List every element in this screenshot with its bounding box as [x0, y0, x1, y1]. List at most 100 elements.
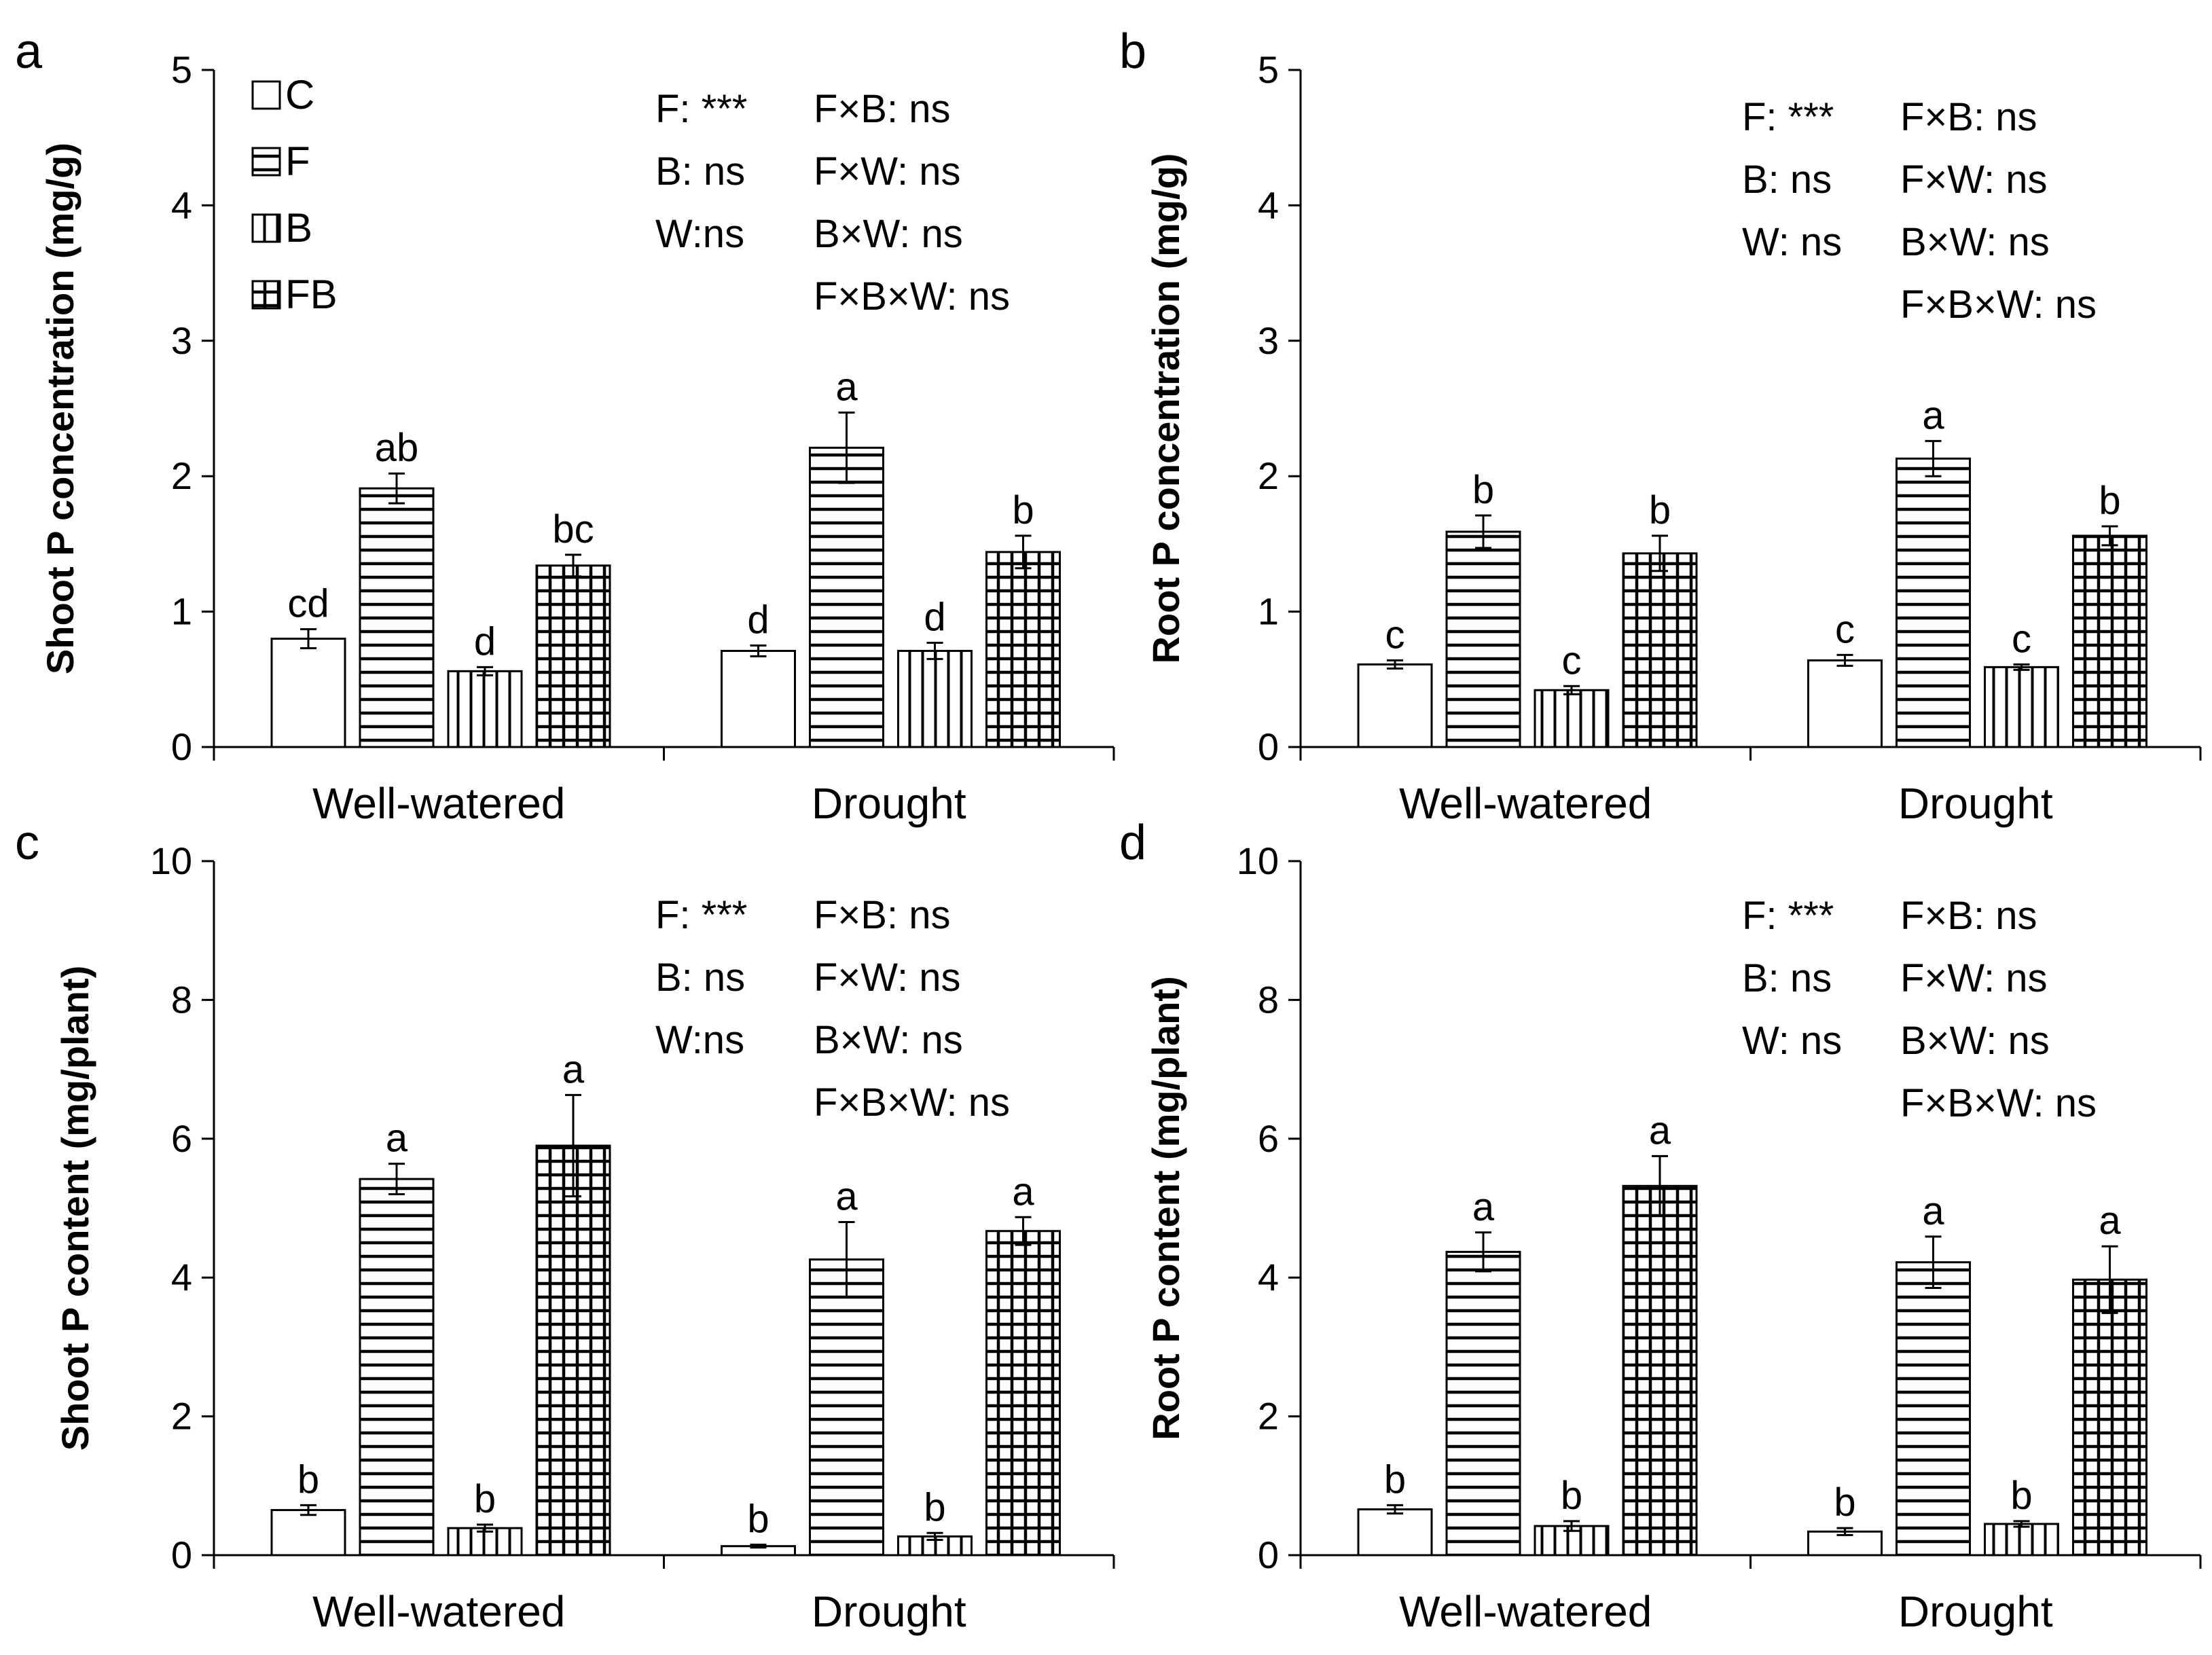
stat-interaction: F×W: ns [814, 956, 960, 1000]
x-category-label: Well-watered [312, 779, 565, 828]
x-category-label: Drought [812, 779, 966, 828]
stat-interaction: F×W: ns [1900, 158, 2047, 202]
bar-b [1984, 1523, 2059, 1557]
x-category-label: Drought [1898, 779, 2053, 828]
x-category-label: Well-watered [1399, 1587, 1652, 1636]
y-tick-label: 5 [1258, 48, 1279, 91]
panel-d: d 0 2 4 6 8 10 Root P content (mg/plant) Well-wa… [1119, 816, 2202, 1636]
bar-fb [1622, 1184, 1698, 1557]
y-tick-label: 0 [1258, 725, 1279, 768]
y-tick-label: 6 [1258, 1117, 1279, 1160]
significance-letter: b [474, 1477, 496, 1521]
bar-c [270, 637, 346, 748]
significance-letter: a [386, 1116, 408, 1161]
stat-interaction: F×B: ns [1900, 95, 2037, 139]
stat-main-effect: F: *** [655, 893, 747, 937]
bar-fb [535, 564, 611, 748]
y-tick-label: 4 [171, 1256, 192, 1298]
y-tick-label: 4 [1258, 1256, 1279, 1298]
y-tick-label: 5 [171, 48, 192, 91]
significance-letter: b [2010, 1474, 2032, 1518]
stat-main-effect: W:ns [655, 212, 744, 256]
significance-letter: a [835, 365, 858, 409]
significance-letter: b [747, 1497, 769, 1542]
bar-f [1896, 1261, 1971, 1557]
panel-letter: d [1119, 816, 1146, 870]
y-tick-label: 0 [171, 1533, 192, 1576]
bar-c [270, 1509, 346, 1557]
y-tick-label: 4 [1258, 183, 1279, 226]
significance-letter: c [1385, 613, 1405, 657]
y-tick-label: 2 [171, 454, 192, 497]
stat-interaction: F×W: ns [814, 149, 960, 194]
bar-f [1445, 530, 1521, 748]
y-axis-title: Root P content (mg/plant) [1144, 976, 1187, 1440]
stat-main-effect: B: ns [655, 956, 745, 1000]
significance-letter: b [924, 1485, 945, 1529]
significance-letter: a [2099, 1199, 2121, 1243]
significance-letter: a [1649, 1108, 1671, 1152]
panel-b: b 0 1 2 3 4 5 Root P concentration (mg/g) Well-w… [1119, 24, 2202, 828]
y-tick-label: 6 [171, 1117, 192, 1160]
bar-f [359, 487, 435, 748]
legend-swatch-b [251, 213, 281, 243]
y-tick-label: 0 [171, 725, 192, 768]
stat-interaction: B×W: ns [814, 212, 963, 256]
significance-letter: c [2012, 617, 2031, 661]
stat-interaction: F×B: ns [1900, 894, 2037, 938]
panel-letter: b [1119, 24, 1146, 79]
significance-letter: b [1472, 468, 1494, 512]
significance-letter: a [1922, 1189, 1944, 1233]
panel-c: c 0 2 4 6 8 10 Shoot P content (mg/plant) Well-w… [15, 816, 1115, 1636]
bar-fb [535, 1144, 611, 1557]
significance-letter: a [1922, 393, 1944, 437]
bar-c [1357, 1508, 1433, 1557]
bar-c [1807, 659, 1883, 748]
y-tick-label: 4 [171, 183, 192, 226]
legend-swatch-c [251, 80, 281, 110]
bar-fb [985, 551, 1061, 748]
bar-fb [2072, 534, 2147, 748]
stat-interaction: B×W: ns [1900, 220, 2050, 264]
significance-letter: a [835, 1174, 858, 1218]
y-tick-label: 1 [171, 590, 192, 633]
bar-b [897, 649, 973, 748]
stat-main-effect: W:ns [655, 1018, 744, 1062]
significance-letter: b [1012, 488, 1034, 532]
panel-a: a 0 1 2 3 4 5 Shoot P concentration (mg/g) Well-… [15, 24, 1115, 828]
y-tick-label: 8 [1258, 978, 1279, 1021]
significance-letter: a [1472, 1185, 1495, 1229]
y-tick-label: 2 [1258, 454, 1279, 497]
stat-interaction: F×B×W: ns [814, 1080, 1010, 1125]
significance-letter: c [1835, 607, 1855, 651]
significance-letter: b [1649, 488, 1671, 532]
y-tick-label: 2 [1258, 1395, 1279, 1438]
significance-letter: b [297, 1457, 319, 1502]
x-category-label: Drought [1898, 1587, 2053, 1636]
stat-main-effect: B: ns [655, 149, 745, 194]
y-tick-label: 10 [150, 839, 192, 882]
significance-letter: bc [552, 507, 594, 551]
significance-letter: cd [287, 582, 329, 626]
stat-interaction: F×W: ns [1900, 956, 2047, 1000]
significance-letter: a [1012, 1169, 1034, 1214]
x-category-label: Well-watered [1399, 779, 1652, 828]
y-axis-title: Shoot P content (mg/plant) [54, 966, 96, 1451]
stat-main-effect: W: ns [1742, 220, 1842, 264]
significance-letter: d [924, 595, 945, 639]
y-axis-title: Shoot P concentration (mg/g) [39, 143, 81, 674]
stat-main-effect: W: ns [1742, 1019, 1842, 1063]
y-tick-label: 10 [1237, 839, 1279, 882]
x-category-label: Well-watered [312, 1587, 565, 1636]
stat-interaction: F×B×W: ns [1900, 1081, 2097, 1125]
stat-interaction: F×B×W: ns [1900, 283, 2097, 327]
stat-interaction: B×W: ns [1900, 1019, 2050, 1063]
bar-fb [2072, 1278, 2147, 1557]
y-tick-label: 8 [171, 978, 192, 1021]
legend-label: F [285, 139, 310, 184]
bar-f [1445, 1250, 1521, 1557]
stat-interaction: F×B: ns [814, 893, 950, 937]
significance-letter: c [1562, 638, 1582, 683]
significance-letter: b [2099, 479, 2120, 523]
